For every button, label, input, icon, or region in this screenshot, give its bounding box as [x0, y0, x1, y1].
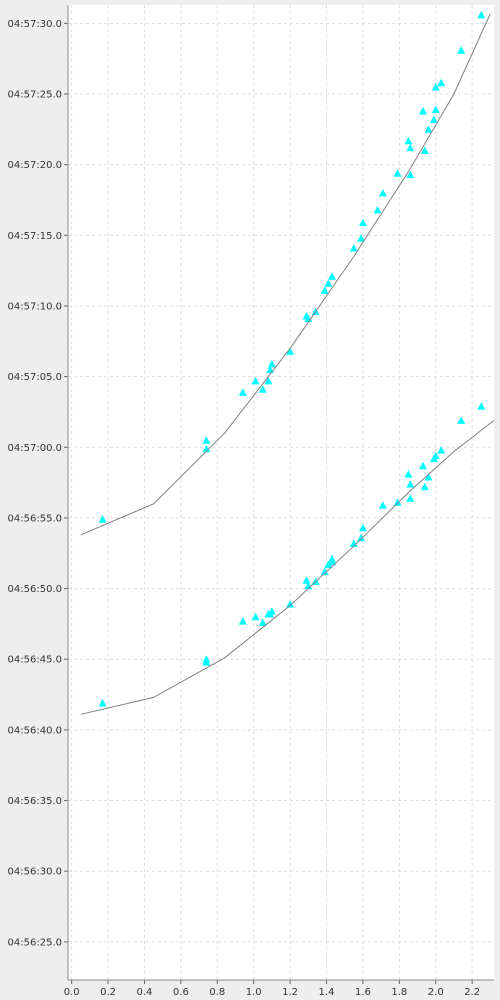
- triangle-point: [419, 461, 427, 470]
- x-tick-label: 1.6: [355, 987, 371, 998]
- triangle-point: [267, 607, 276, 615]
- y-tick-label: 04:56:50.0: [8, 584, 62, 595]
- triangle-point: [320, 567, 329, 576]
- triangle-point: [378, 188, 387, 197]
- triangle-point: [424, 473, 433, 481]
- plot-area: [68, 5, 494, 980]
- series-layer: [80, 10, 495, 715]
- triangle-point: [324, 560, 333, 569]
- y-tick-label: 04:57:20.0: [8, 160, 62, 171]
- x-tick-label: 0.2: [100, 987, 116, 998]
- triangle-point: [406, 170, 415, 179]
- triangle-point: [98, 699, 107, 707]
- triangle-point: [393, 498, 402, 506]
- triangle-point: [251, 376, 260, 385]
- triangle-point: [304, 581, 313, 590]
- triangle-point: [328, 272, 336, 280]
- triangle-point: [258, 385, 267, 393]
- triangle-point: [429, 115, 438, 123]
- triangle-point: [304, 314, 313, 323]
- y-tick-label: 04:57:25.0: [8, 90, 62, 101]
- triangle-point: [286, 600, 295, 608]
- x-tick-label: 0.0: [64, 987, 80, 998]
- triangle-point: [457, 46, 466, 54]
- triangle-point: [320, 286, 329, 294]
- y-tick-label: 04:57:10.0: [8, 301, 62, 312]
- triangle-point: [419, 107, 427, 115]
- triangle-point: [324, 279, 333, 287]
- triangle-point: [420, 482, 429, 491]
- y-tick-label: 04:56:40.0: [8, 725, 62, 736]
- triangle-point: [357, 234, 366, 242]
- fit-line-3: [80, 420, 495, 715]
- y-tick-label: 04:56:25.0: [8, 937, 62, 948]
- triangle-point: [404, 136, 413, 145]
- triangle-point: [267, 359, 276, 368]
- x-tick-label: 2.0: [428, 987, 444, 998]
- triangle-point: [378, 501, 387, 509]
- triangle-point: [424, 125, 433, 133]
- x-tick-label: 0.6: [173, 987, 189, 998]
- triangle-point: [202, 436, 211, 444]
- triangle-point: [406, 143, 415, 152]
- axes: [64, 5, 494, 984]
- triangle-point: [431, 105, 440, 114]
- triangle-point: [302, 576, 311, 584]
- fit-line-1: [80, 13, 491, 536]
- triangle-point: [238, 617, 247, 625]
- triangle-point: [373, 205, 382, 214]
- triangle-point: [98, 515, 107, 523]
- y-tick-label: 04:57:30.0: [8, 19, 62, 30]
- y-tick-label: 04:56:35.0: [8, 796, 62, 807]
- x-tick-label: 1.4: [319, 987, 335, 998]
- y-tick-label: 04:57:05.0: [8, 372, 62, 383]
- triangle-point: [357, 533, 366, 542]
- triangle-point: [393, 169, 402, 177]
- triangle-point: [328, 557, 336, 566]
- x-tick-label: 1.8: [391, 987, 407, 998]
- x-tick-label: 1.2: [282, 987, 298, 998]
- x-tick-label: 2.2: [464, 987, 480, 998]
- x-tick-label: 0.4: [137, 987, 153, 998]
- x-tick-label: 1.0: [246, 987, 262, 998]
- triangle-point: [477, 402, 486, 410]
- triangle-point: [420, 146, 429, 154]
- triangle-point: [437, 446, 446, 454]
- triangle-point: [258, 618, 267, 626]
- triangle-point: [264, 376, 273, 385]
- triangle-point: [358, 523, 367, 532]
- x-tick-label: 0.8: [209, 987, 225, 998]
- triangle-point: [349, 244, 358, 252]
- y-tick-label: 04:56:30.0: [8, 867, 62, 878]
- triangle-point: [358, 218, 367, 227]
- triangle-point: [431, 83, 440, 91]
- y-tick-label: 04:56:45.0: [8, 655, 62, 666]
- triangle-point: [404, 470, 413, 478]
- tick-labels: 0.0 0.2 0.4 0.6 0.8 1.0 1.2 1.4 1.6 1.8 2.0 2.2 04:5…: [8, 19, 481, 998]
- triangle-point: [437, 78, 446, 87]
- triangle-point: [202, 658, 211, 666]
- y-tick-label: 04:57:15.0: [8, 231, 62, 242]
- y-tick-label: 04:57:00.0: [8, 443, 62, 454]
- triangle-point: [251, 612, 260, 621]
- triangle-point: [202, 444, 211, 453]
- triangle-point: [349, 539, 358, 547]
- grid: [68, 5, 494, 980]
- triangle-point: [406, 494, 415, 502]
- triangle-point: [477, 10, 486, 19]
- triangle-point: [431, 451, 440, 460]
- triangle-point: [238, 388, 247, 396]
- triangle-point: [406, 480, 415, 488]
- triangle-point: [457, 416, 466, 424]
- triangle-point: [286, 347, 295, 355]
- y-tick-label: 04:56:55.0: [8, 513, 62, 524]
